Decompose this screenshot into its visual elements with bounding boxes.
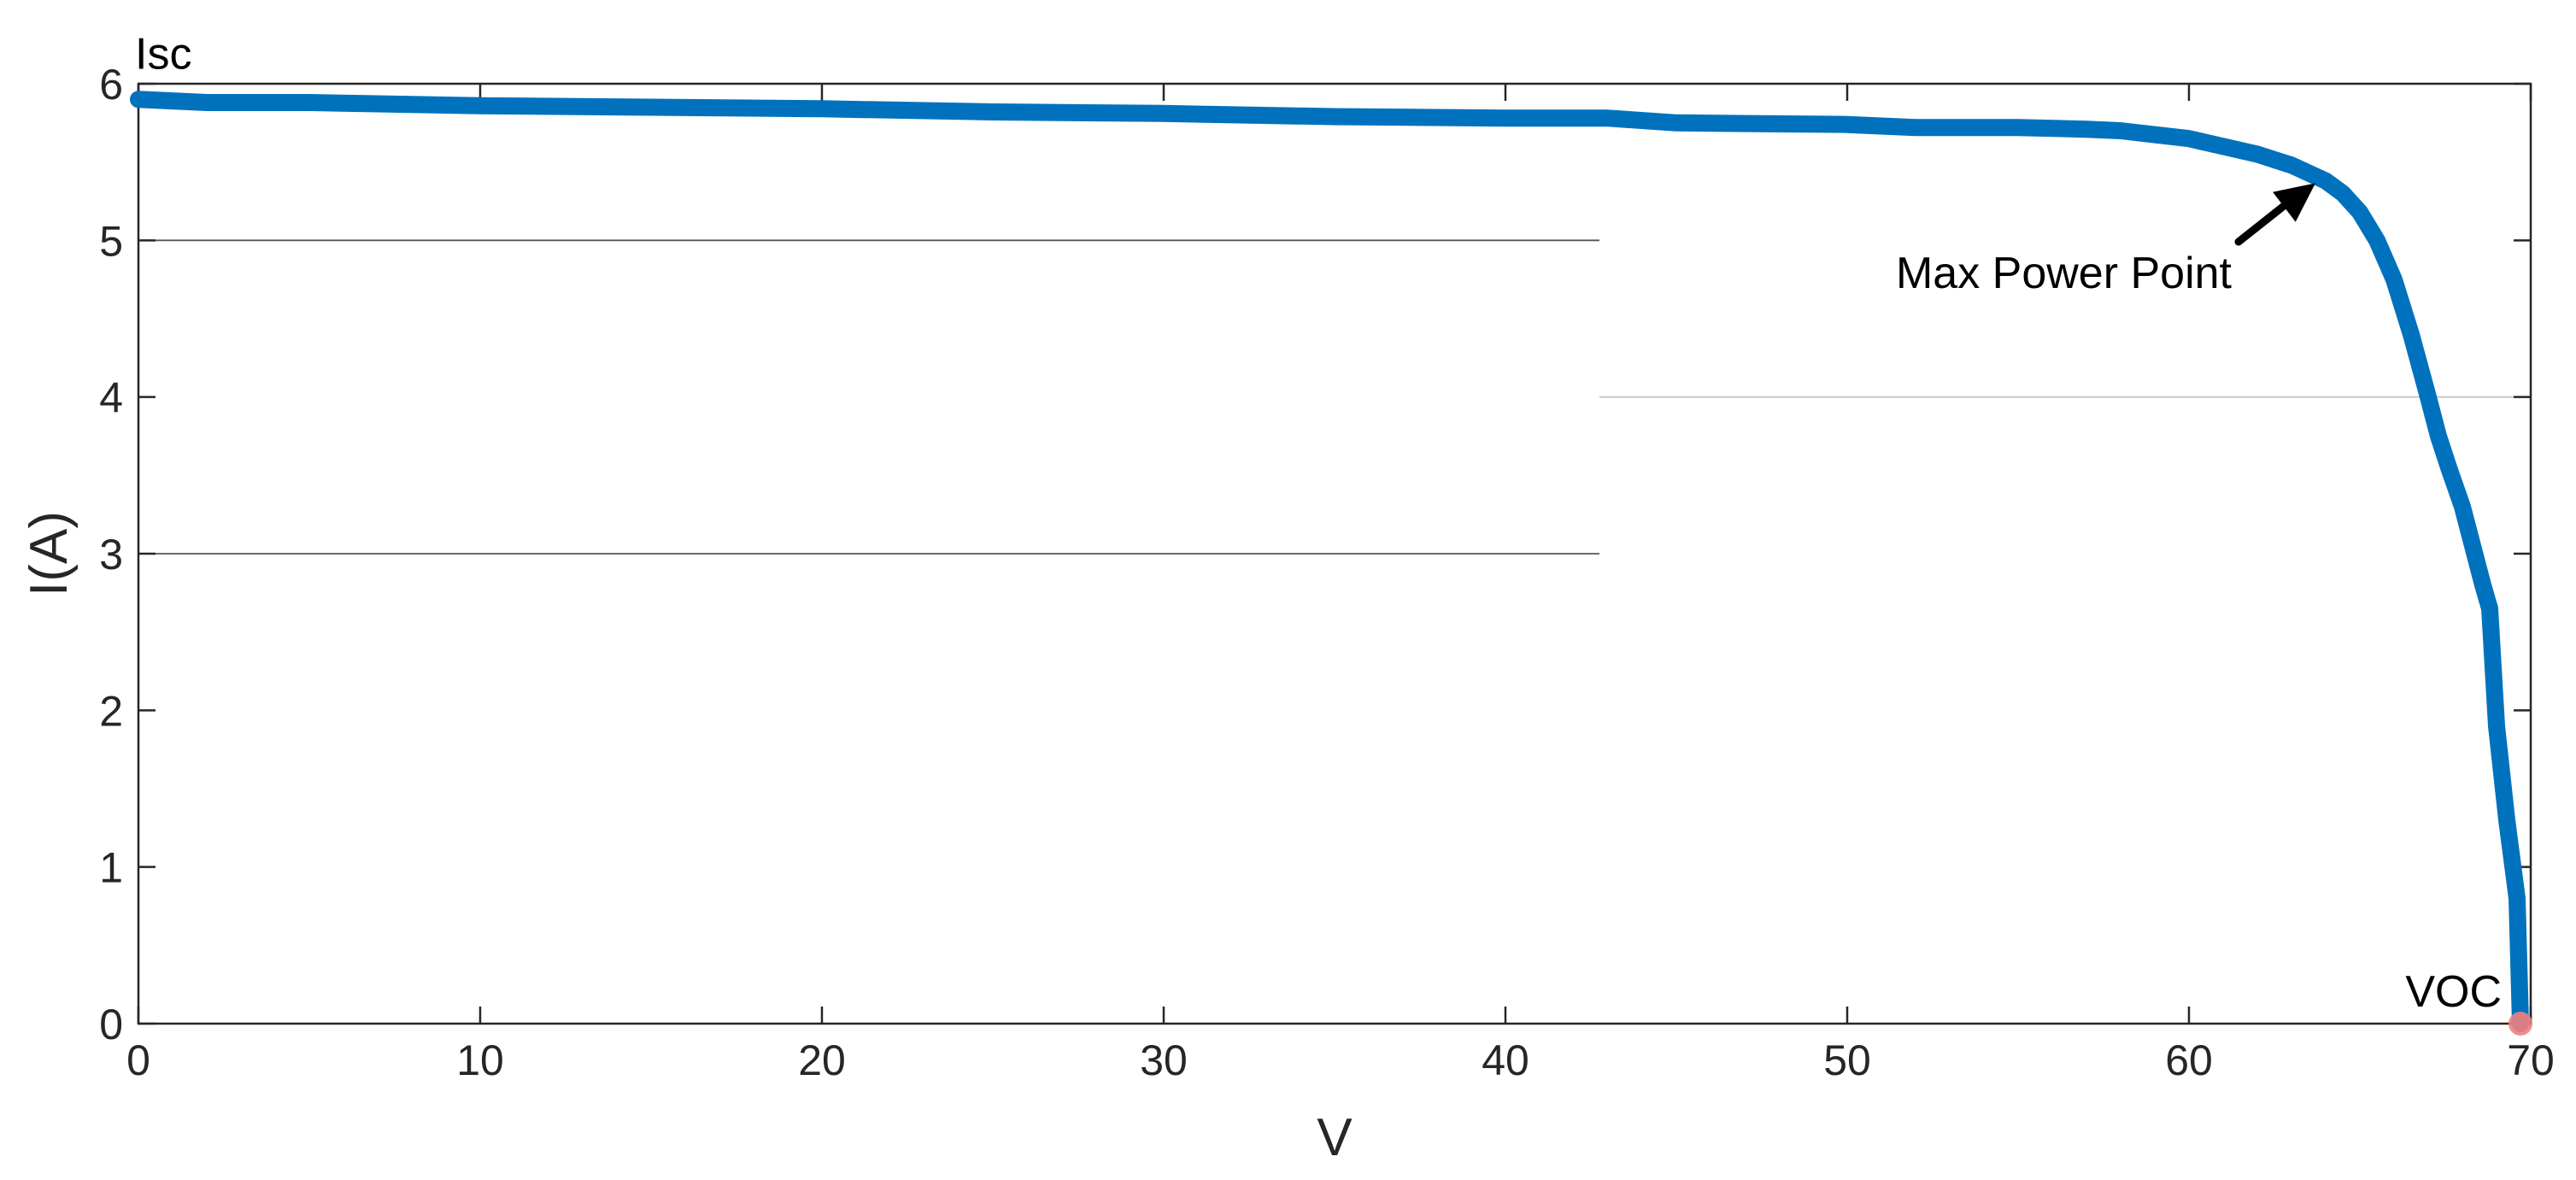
y-tick-label-3: 3 xyxy=(99,531,123,578)
annotation-isc: Isc xyxy=(135,29,191,79)
y-axis-label: I(A) xyxy=(20,511,79,596)
x-tick-label-0: 0 xyxy=(126,1036,150,1084)
series-line-0 xyxy=(130,91,2529,1032)
x-tick-label-40: 40 xyxy=(1482,1036,1529,1084)
annotation-arrow-head xyxy=(2273,183,2315,222)
x-tick-label-50: 50 xyxy=(1823,1036,1871,1084)
voc-marker xyxy=(2509,1012,2532,1036)
tick-marks xyxy=(137,82,2532,1025)
y-tick-label-1: 1 xyxy=(99,844,123,892)
x-tick-label-60: 60 xyxy=(2165,1036,2213,1084)
y-tick-label-2: 2 xyxy=(99,687,123,735)
grid-lines xyxy=(138,239,2531,555)
tick-labels: 0 10 20 30 40 50 60 70 0 1 2 3 4 5 6 xyxy=(99,61,2555,1084)
x-axis-label: V xyxy=(1317,1108,1353,1167)
y-tick-label-0: 0 xyxy=(99,1001,123,1048)
y-tick-label-6: 6 xyxy=(99,61,123,109)
y-tick-label-5: 5 xyxy=(99,217,123,265)
series-layer xyxy=(130,91,2529,1032)
x-tick-label-10: 10 xyxy=(456,1036,504,1084)
annotation-max-power-point: Max Power Point xyxy=(1896,249,2233,298)
annotation-voc: VOC xyxy=(2405,967,2502,1017)
x-tick-label-70: 70 xyxy=(2507,1036,2555,1084)
y-tick-label-4: 4 xyxy=(99,374,123,422)
x-tick-label-30: 30 xyxy=(1140,1036,1188,1084)
annotations-layer: Isc Max Power Point VOC xyxy=(135,29,2532,1036)
x-tick-label-20: 20 xyxy=(798,1036,846,1084)
